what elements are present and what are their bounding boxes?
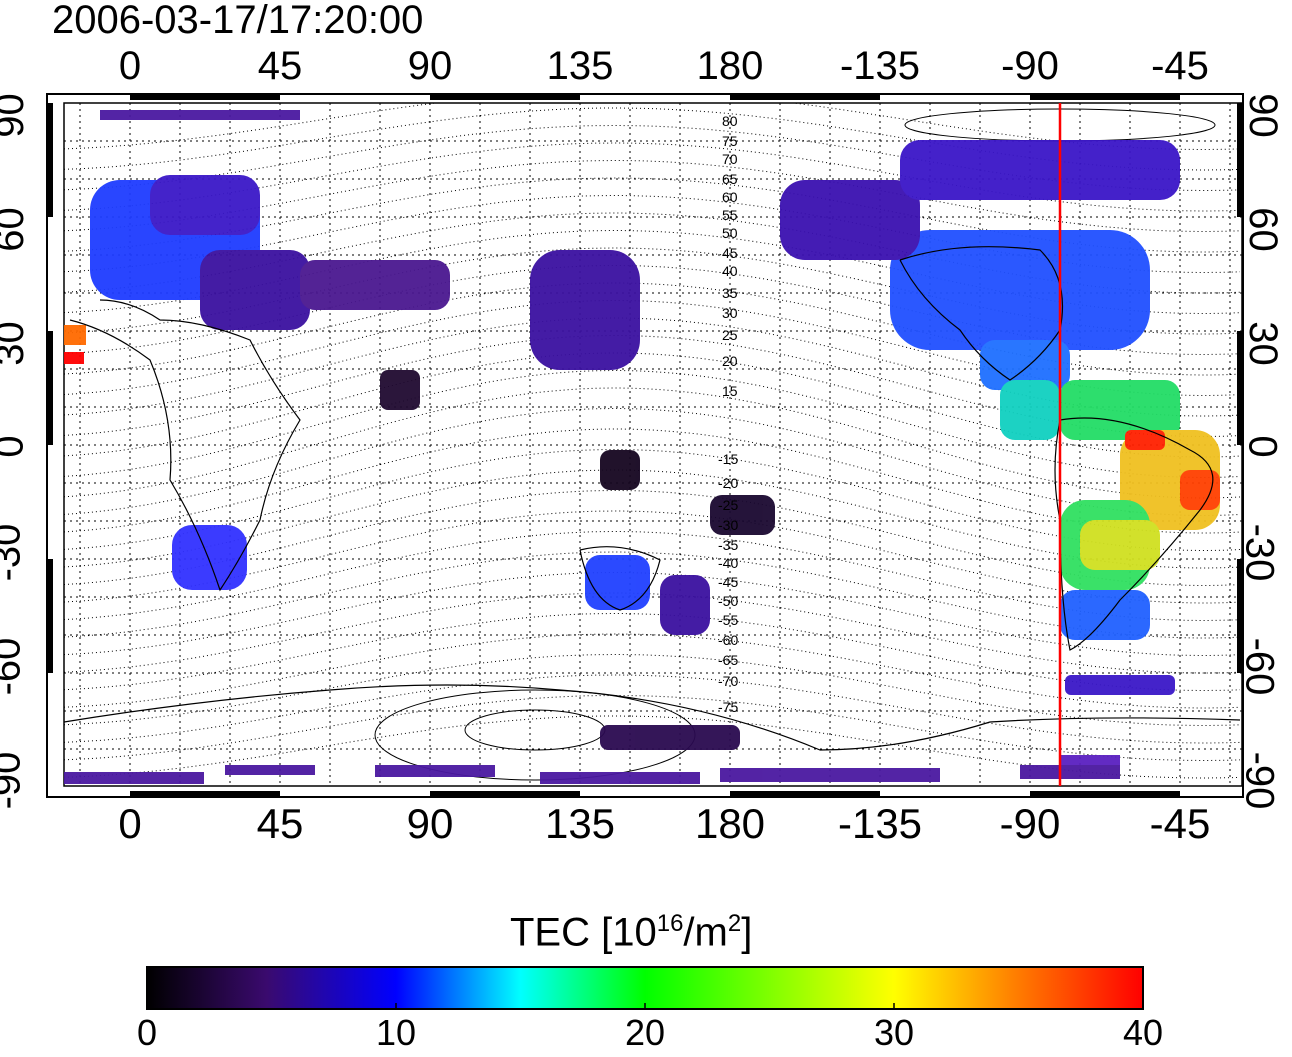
bottom-lon-tick: 135 [544, 800, 616, 847]
tec-patch-australia [585, 555, 650, 610]
colorbar-tick-label: 40 [1122, 1012, 1164, 1053]
right-lat-tick: -60 [1237, 637, 1282, 696]
top-lon-tick: -90 [1001, 44, 1059, 88]
contour-label: 25 [722, 327, 738, 343]
left-lat-tick: 0 [0, 435, 33, 457]
top-lon-tick: 180 [696, 44, 764, 88]
contour-label: -15 [718, 451, 738, 467]
top-lon-tick: 90 [407, 44, 453, 88]
contour-label-group: 80 75 70 65 60 55 50 45 40 35 30 25 20 15 -15 -20 -25 -30… [718, 113, 738, 715]
contour-label: 40 [722, 263, 738, 279]
bottom-lon-tick: 0 [118, 800, 142, 847]
contour-label: -40 [718, 555, 738, 571]
right-lat-tick: 90 [1240, 93, 1285, 138]
contour-label: -65 [718, 652, 738, 668]
contour-label: 75 [722, 133, 738, 149]
colorbar-label-exponent: 16 [656, 910, 684, 937]
right-lat-tick: 0 [1240, 435, 1285, 458]
left-lat-tick: -60 [0, 637, 29, 696]
top-lon-tick: 45 [257, 44, 303, 88]
contour-label: 60 [722, 189, 738, 205]
contour-label: -70 [718, 673, 738, 689]
contour-label: 15 [722, 383, 738, 399]
top-lon-tick: 135 [546, 44, 614, 88]
colorbar-tick-label: 0 [136, 1012, 158, 1053]
coastlines [64, 246, 1241, 751]
tec-patch-east-asia [530, 250, 640, 370]
contour-label: -20 [718, 475, 738, 491]
bottom-lon-tick: -90 [999, 800, 1061, 847]
tec-patch-south-america [1060, 380, 1180, 440]
contour-label: -45 [718, 574, 738, 590]
contour-label: 50 [722, 225, 738, 241]
right-lat-tick: 30 [1240, 321, 1285, 366]
colorbar-label-prefix: TEC [10 [510, 910, 657, 955]
contour-label: 20 [722, 353, 738, 369]
contour-label: 30 [722, 305, 738, 321]
colorbar-tick-label: 10 [375, 1012, 417, 1053]
contour-label: 80 [722, 113, 738, 129]
tec-patch-north-america [890, 230, 1150, 350]
left-lat-tick: -90 [0, 751, 29, 810]
plot-title: 2006-03-17/17:20:00 [52, 0, 424, 42]
right-lat-tick: -90 [1237, 751, 1282, 810]
contour-label: -75 [718, 699, 738, 715]
contour-label: 70 [722, 151, 738, 167]
contour-label: -55 [718, 612, 738, 628]
bottom-lon-tick: -135 [837, 800, 923, 847]
colorbar [146, 966, 1144, 1010]
top-lon-tick: -135 [839, 44, 921, 88]
contour-label: 45 [722, 245, 738, 261]
top-lon-tick: 0 [118, 44, 142, 88]
colorbar-tick-label: 30 [873, 1012, 915, 1053]
contour-label: -35 [718, 537, 738, 553]
left-lat-tick: 30 [0, 321, 32, 366]
colorbar-label-suffix: ] [741, 910, 753, 955]
contour-label: -30 [718, 517, 738, 533]
bottom-lon-tick: -45 [1149, 800, 1211, 847]
colorbar-label-unit-exponent: 2 [727, 910, 742, 937]
left-lat-tick: -30 [0, 523, 29, 582]
contour-label: 35 [722, 285, 738, 301]
axis-tick-bars [47, 94, 1243, 797]
contour-label: 65 [722, 171, 738, 187]
top-lon-tick: -45 [1151, 44, 1209, 88]
tec-patch-south-africa [172, 525, 247, 590]
colorbar-tick-label: 20 [624, 1012, 666, 1053]
right-lat-tick: 60 [1240, 207, 1285, 252]
bottom-lon-tick: 180 [694, 800, 766, 847]
contour-label: -25 [718, 497, 738, 513]
tec-data-patches [64, 110, 1220, 784]
left-lat-tick: 60 [0, 207, 32, 252]
colorbar-ticks [395, 1003, 895, 1009]
right-lat-tick: -30 [1237, 523, 1282, 582]
contour-label: 55 [722, 207, 738, 223]
left-lat-tick: 90 [0, 93, 32, 138]
bottom-lon-tick: 90 [406, 800, 454, 847]
contour-label: -50 [718, 593, 738, 609]
colorbar-label-unit: /m [683, 910, 728, 955]
bottom-lon-tick: 45 [256, 800, 304, 847]
contour-label: -60 [718, 632, 738, 648]
colorbar-label: TEC [1016/m2] [510, 910, 752, 955]
